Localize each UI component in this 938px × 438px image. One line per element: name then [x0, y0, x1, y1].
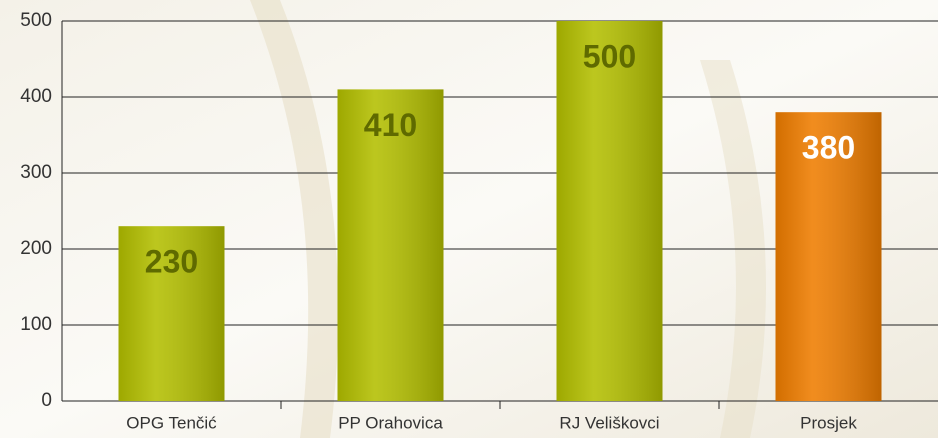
bar-shade: [557, 21, 663, 401]
y-tick-label: 200: [20, 238, 52, 259]
y-tick-label: 400: [20, 86, 52, 107]
x-tick-label: Prosjek: [800, 413, 857, 432]
page: 0 100 200 300 400 500 OPG Tenčić 230 PP Orahovic…: [0, 0, 938, 438]
x-tick-label: RJ Veliškovci: [559, 413, 659, 432]
value-label: 410: [364, 107, 417, 143]
value-label: 380: [802, 130, 855, 166]
y-tick-label: 300: [20, 162, 52, 183]
x-tick-label: OPG Tenčić: [126, 413, 217, 432]
chart: 0 100 200 300 400 500 OPG Tenčić 230 PP Orahovic…: [0, 0, 938, 438]
y-tick-label: 0: [41, 390, 52, 411]
y-tick-label: 500: [20, 10, 52, 31]
value-label: 500: [583, 38, 636, 74]
y-tick-label: 100: [20, 314, 52, 335]
value-label: 230: [145, 244, 198, 280]
x-tick-label: PP Orahovica: [338, 413, 443, 432]
